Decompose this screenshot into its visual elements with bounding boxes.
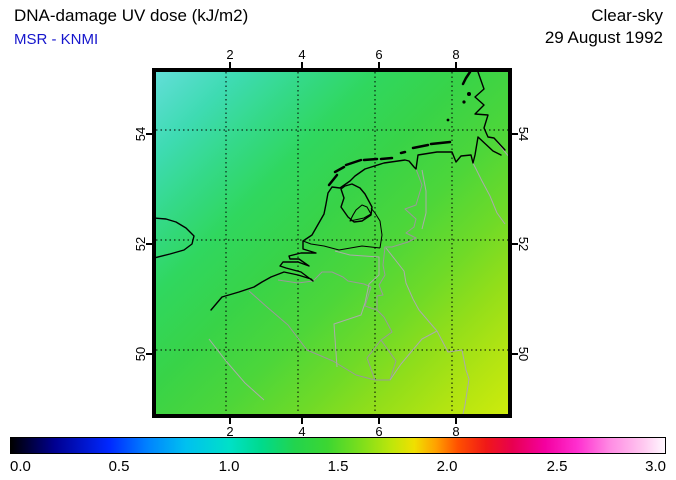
england-coast <box>156 217 195 259</box>
colorbar <box>10 437 666 454</box>
x-tick-label-top: 8 <box>452 47 460 62</box>
y-tick-label-left: 52 <box>133 236 148 252</box>
coastline <box>156 72 506 311</box>
x-tick-label-bottom: 2 <box>226 424 234 439</box>
graticule <box>156 72 508 414</box>
tick-top-2 <box>229 62 231 68</box>
colorbar-gradient <box>11 438 665 453</box>
x-tick-label-bottom: 8 <box>452 424 460 439</box>
colorbar-label: 0.0 <box>10 458 31 475</box>
uv-field <box>156 72 508 414</box>
tick-left-50 <box>146 353 152 355</box>
rivers <box>208 137 508 414</box>
date-label: 29 August 1992 <box>544 28 663 47</box>
y-tick-label-right: 54 <box>516 126 531 142</box>
tick-top-8 <box>455 62 457 68</box>
islands <box>327 72 472 187</box>
x-tick-label-top: 6 <box>375 47 383 62</box>
tick-right-50 <box>512 353 518 355</box>
x-tick-label-top: 2 <box>226 47 234 62</box>
sky-condition-label: Clear-sky <box>591 6 663 25</box>
map-overlay <box>156 72 508 414</box>
map-source: MSR - KNMI <box>14 31 99 48</box>
colorbar-label: 1.5 <box>327 458 349 475</box>
colorbar-label: 0.5 <box>108 458 130 475</box>
tick-bottom-8 <box>455 418 457 424</box>
y-tick-label-right: 52 <box>516 236 531 252</box>
colorbar-label: 2.0 <box>436 458 458 475</box>
x-tick-label-bottom: 6 <box>375 424 383 439</box>
page-title: DNA-damage UV dose (kJ/m2) <box>14 6 249 25</box>
colorbar-label: 3.0 <box>645 458 666 475</box>
tick-bottom-4 <box>301 418 303 424</box>
tick-left-54 <box>146 133 152 135</box>
y-tick-label-left: 54 <box>133 126 148 142</box>
tick-bottom-2 <box>229 418 231 424</box>
y-tick-label-right: 50 <box>516 346 531 362</box>
map-frame: 2 4 6 8 2 4 6 8 54 52 50 54 52 50 <box>133 47 531 439</box>
country-borders <box>248 168 423 381</box>
tick-bottom-6 <box>378 418 380 424</box>
colorbar-label: 2.5 <box>546 458 568 475</box>
tick-top-4 <box>301 62 303 68</box>
colorbar-label: 1.0 <box>218 458 240 475</box>
flevoland <box>349 204 372 222</box>
y-tick-label-left: 50 <box>133 346 148 362</box>
tick-left-52 <box>146 243 152 245</box>
dutch-rivers <box>302 207 383 251</box>
tick-top-6 <box>378 62 380 68</box>
x-tick-label-top: 4 <box>298 47 306 62</box>
tick-right-54 <box>512 133 518 135</box>
tick-right-52 <box>512 243 518 245</box>
ijsselmeer <box>340 183 373 223</box>
x-tick-label-bottom: 4 <box>298 424 306 439</box>
